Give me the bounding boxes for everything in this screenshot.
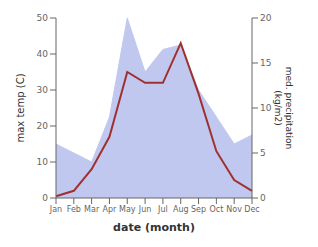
svg-text:Dec: Dec: [244, 205, 259, 214]
svg-text:Aug: Aug: [173, 205, 189, 214]
svg-text:date (month): date (month): [113, 221, 195, 234]
svg-text:0: 0: [260, 193, 266, 203]
svg-text:40: 40: [37, 49, 49, 59]
svg-text:Oct: Oct: [209, 205, 223, 214]
svg-text:max temp (C): max temp (C): [15, 73, 26, 142]
svg-text:Nov: Nov: [226, 205, 242, 214]
svg-text:Feb: Feb: [67, 205, 81, 214]
svg-text:5: 5: [260, 148, 266, 158]
svg-text:50: 50: [37, 13, 49, 23]
svg-text:20: 20: [37, 121, 49, 131]
svg-text:20: 20: [260, 13, 272, 23]
svg-text:Apr: Apr: [103, 205, 118, 214]
svg-text:Jun: Jun: [138, 205, 152, 214]
svg-text:May: May: [119, 205, 136, 214]
svg-text:10: 10: [260, 103, 272, 113]
svg-text:Sep: Sep: [191, 205, 206, 214]
svg-text:10: 10: [37, 157, 49, 167]
svg-text:Jan: Jan: [49, 205, 62, 214]
svg-text:0: 0: [42, 193, 48, 203]
svg-text:15: 15: [260, 58, 271, 68]
svg-text:Mar: Mar: [84, 205, 100, 214]
svg-text:Jul: Jul: [157, 205, 168, 214]
svg-text:med. precipitation(kg/m2): med. precipitation(kg/m2): [273, 67, 294, 149]
svg-text:30: 30: [37, 85, 49, 95]
